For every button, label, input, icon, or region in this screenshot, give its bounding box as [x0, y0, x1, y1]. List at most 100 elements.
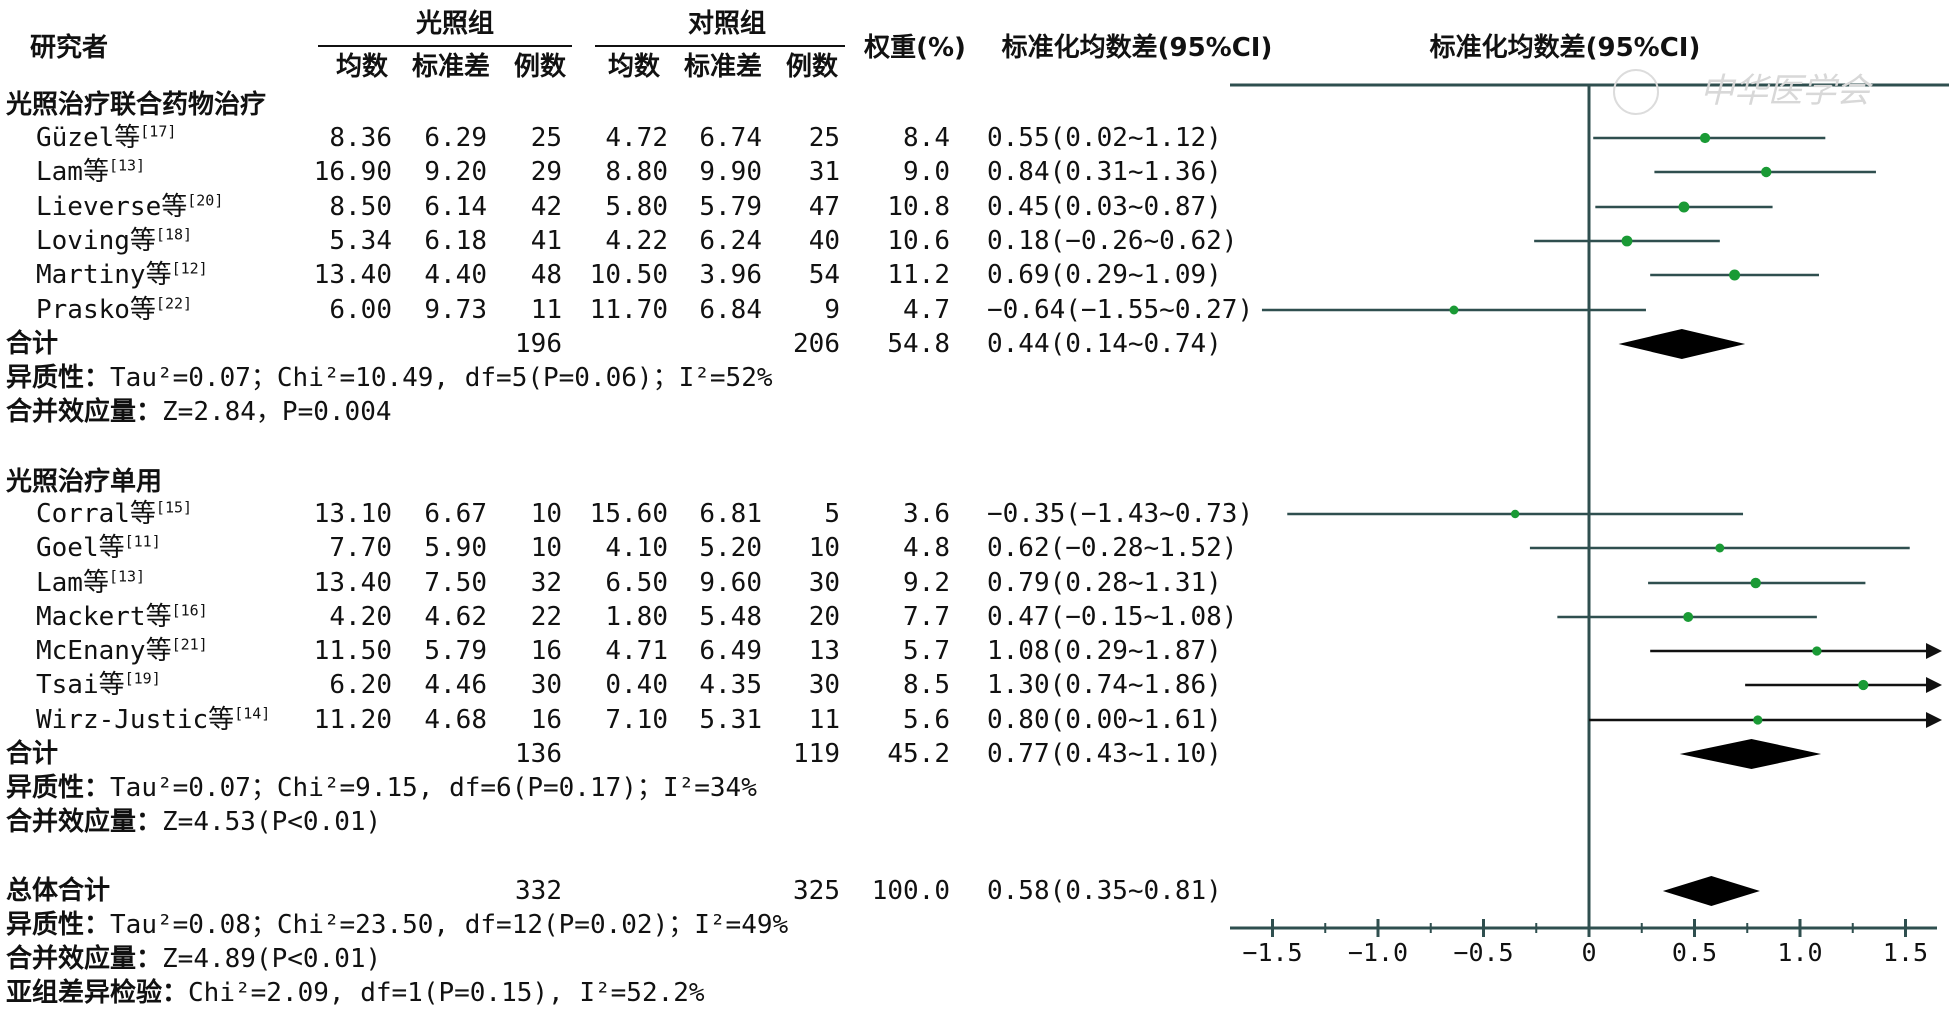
study-0-2-m2: 5.80 [605, 192, 668, 222]
study-0-5-sd1: 9.73 [424, 295, 487, 325]
study-0-2-m1: 8.50 [329, 192, 392, 222]
study-1-4-sd1: 5.79 [424, 636, 487, 666]
study-1-6-n2: 11 [808, 705, 840, 735]
study-0-3-ref: [18] [155, 225, 193, 244]
study-1-0-sd2: 6.81 [699, 499, 762, 529]
header-control-mean: 均数 [607, 52, 660, 82]
study-1-0-w: 3.6 [903, 499, 950, 529]
study-0-5-point-estimate [1449, 305, 1459, 315]
study-1-0-m2: 15.60 [589, 499, 668, 529]
subgroup-1-total-n1: 136 [515, 739, 562, 769]
study-0-0-ci: 0.55(0.02~1.12) [987, 123, 1222, 153]
study-1-4-w: 5.7 [903, 636, 950, 666]
study-0-0-name-text: Güzel等 [36, 123, 141, 153]
study-1-4-n2: 13 [808, 636, 840, 666]
overall-total-n2: 325 [793, 876, 840, 906]
study-0-0-point-estimate [1699, 132, 1711, 144]
study-1-5-sd1: 4.46 [424, 670, 487, 700]
subgroup-1-total-diamond [1679, 739, 1822, 769]
study-1-1-point-estimate [1715, 543, 1725, 553]
study-1-2-sd1: 7.50 [424, 568, 487, 598]
study-1-5-m2: 0.40 [605, 670, 668, 700]
study-0-3-w: 10.6 [887, 226, 950, 256]
study-1-6-ci: 0.80(0.00~1.61) [987, 705, 1222, 735]
study-0-4-name-text: Martiny等 [36, 260, 172, 290]
study-1-1-m2: 4.10 [605, 533, 668, 563]
study-0-5-n1: 11 [530, 295, 562, 325]
study-0-5-name-text: Prasko等 [36, 295, 156, 325]
header-control-n: 例数 [785, 52, 838, 82]
study-0-3-point-estimate [1621, 235, 1633, 247]
study-0-5-sd2: 6.84 [699, 295, 762, 325]
study-1-2-ref: [13] [108, 567, 146, 586]
header-control-sd: 标准差 [683, 52, 762, 82]
study-0-5-m2: 11.70 [589, 295, 668, 325]
study-0-1-sd2: 9.90 [699, 157, 762, 187]
subgroup-0-total-w: 54.8 [887, 329, 950, 359]
header-weight: 权重(%) [864, 33, 966, 63]
study-1-4-m1: 11.50 [313, 636, 392, 666]
study-1-2-w: 9.2 [903, 568, 950, 598]
study-1-5-m1: 6.20 [329, 670, 392, 700]
subgroup-0-heterogeneity: 异质性：Tau²=0.07；Chi²=10.49, df=5(P=0.06)；I… [6, 363, 773, 393]
study-0-0-w: 8.4 [903, 123, 950, 153]
study-1-6-sd1: 4.68 [424, 705, 487, 735]
study-0-5-ref: [22] [155, 294, 193, 313]
study-0-1-point-estimate [1761, 166, 1772, 178]
study-1-2-m2: 6.50 [605, 568, 668, 598]
study-1-2-point-estimate [1750, 577, 1761, 589]
study-1-4-sd2: 6.49 [699, 636, 762, 666]
study-0-3-n2: 40 [808, 226, 840, 256]
subgroup-0-effect-label: 合并效应量： [6, 397, 163, 427]
subgroup-0-total-n1: 196 [515, 329, 562, 359]
overall-total-n1: 332 [515, 876, 562, 906]
subgroup-0-heterogeneity-label: 异质性： [6, 363, 111, 393]
subgroup-1-heterogeneity: 异质性：Tau²=0.07；Chi²=9.15, df=6(P=0.17)；I²… [6, 773, 757, 803]
study-0-2-sd1: 6.14 [424, 192, 487, 222]
subgroup-1-effect: 合并效应量：Z=4.53(P<0.01) [6, 807, 381, 837]
header-light-group: 光照组 [415, 9, 494, 39]
study-0-2-n2: 47 [808, 192, 840, 222]
study-1-6-sd2: 5.31 [699, 705, 762, 735]
study-0-3-sd2: 6.24 [699, 226, 762, 256]
study-1-2-n1: 32 [530, 568, 562, 598]
study-0-1-w: 9.0 [903, 157, 950, 187]
study-1-1-name-text: Goel等 [36, 533, 125, 563]
plot-title: 标准化均数差(95%CI) [1429, 33, 1701, 63]
study-0-0-n1: 25 [530, 123, 562, 153]
header-light-sd: 标准差 [411, 52, 490, 82]
study-1-5-ref: [19] [124, 669, 161, 688]
subgroup-1-total-label: 合计 [6, 739, 59, 769]
study-1-6-w: 5.6 [903, 705, 950, 735]
overall-total-label: 总体合计 [6, 876, 111, 906]
overall-effect-label: 合并效应量： [6, 944, 163, 974]
header-control-group: 对照组 [687, 9, 766, 39]
study-1-0-sd1: 6.67 [424, 499, 487, 529]
subgroup-1-total-n2: 119 [793, 739, 840, 769]
study-0-0-m1: 8.36 [329, 123, 392, 153]
study-1-1-name: Goel等[11] [36, 533, 161, 563]
study-0-0-sd2: 6.74 [699, 123, 762, 153]
study-1-4-ci: 1.08(0.29~1.87) [987, 636, 1222, 666]
subgroup-1-heterogeneity-value: Tau²=0.07；Chi²=9.15, df=6(P=0.17)；I²=34% [110, 773, 757, 803]
study-0-3-name: Loving等[18] [36, 226, 192, 256]
study-1-5-ci: 1.30(0.74~1.86) [987, 670, 1222, 700]
x-tick-label-0: −1.5 [1242, 938, 1302, 967]
overall-effect: 合并效应量：Z=4.89(P<0.01) [6, 944, 381, 974]
study-1-0-name-text: Corral等 [36, 499, 156, 529]
header-light-n: 例数 [513, 52, 566, 82]
study-1-3-name-text: Mackert等 [36, 602, 172, 632]
study-1-5-sd2: 4.35 [699, 670, 762, 700]
header-study: 研究者 [30, 33, 109, 63]
watermark-seal-icon [1613, 69, 1659, 115]
x-tick-label-5: 1.0 [1777, 938, 1822, 967]
study-1-6-arrow-icon [1926, 712, 1942, 728]
study-0-3-name-text: Loving等 [36, 226, 156, 256]
study-0-1-name: Lam等[13] [36, 157, 145, 187]
study-1-3-sd1: 4.62 [424, 602, 487, 632]
study-0-4-ref: [12] [171, 259, 208, 278]
study-1-4-ref: [21] [171, 635, 208, 654]
study-0-3-m2: 4.22 [605, 226, 668, 256]
study-0-4-n1: 48 [530, 260, 562, 290]
study-1-6-ref: [14] [234, 704, 271, 723]
